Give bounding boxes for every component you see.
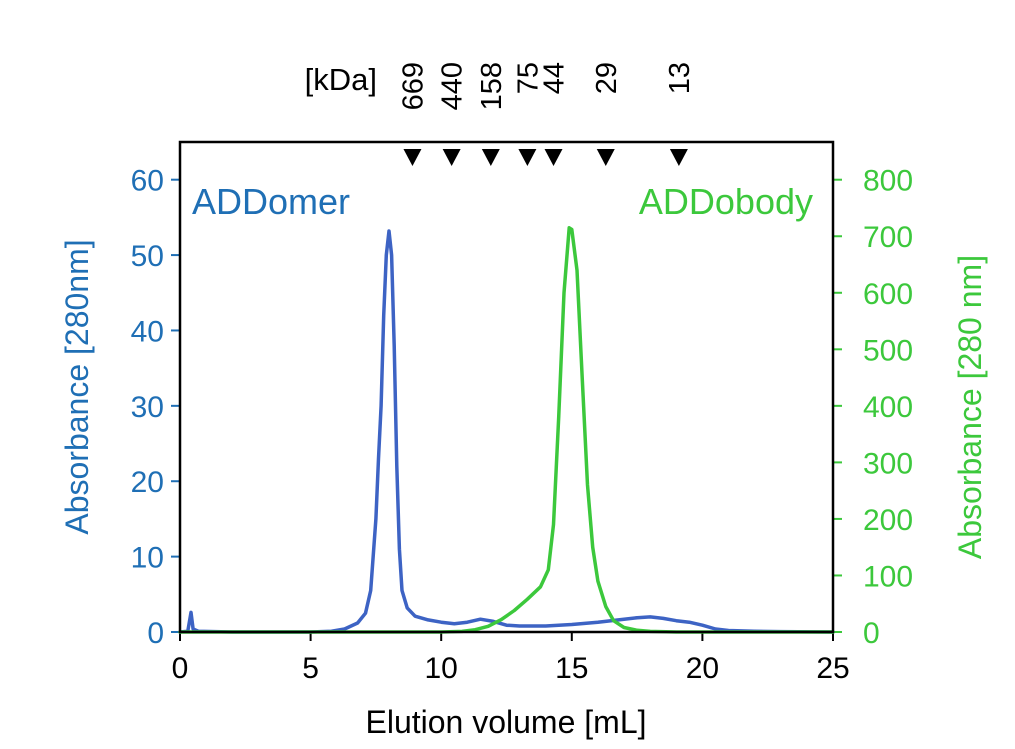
series-line-addomer bbox=[178, 229, 835, 634]
x-tick-label: 10 bbox=[425, 652, 458, 685]
mw-marker-label: 75 bbox=[512, 62, 544, 94]
y-right-tick-label: 0 bbox=[863, 617, 880, 650]
y-left-tick-label: 0 bbox=[147, 617, 164, 650]
y-right-tick-label: 600 bbox=[863, 278, 913, 311]
mw-marker-triangle bbox=[518, 149, 537, 166]
plot-frame bbox=[178, 140, 835, 634]
y-right-tick-label: 700 bbox=[863, 221, 913, 254]
y-right-tick-label: 800 bbox=[863, 165, 913, 198]
y-axis-title-right: Absorbance [280 nm] bbox=[952, 255, 988, 559]
x-axis-title: Elution volume [mL] bbox=[365, 704, 646, 740]
y-right-tick-label: 300 bbox=[863, 447, 913, 480]
y-left-tick-label: 20 bbox=[131, 466, 164, 499]
x-tick-label: 20 bbox=[686, 652, 719, 685]
y-right-tick-label: 100 bbox=[863, 560, 913, 593]
mw-marker-label: 158 bbox=[476, 62, 508, 110]
x-tick-label: 15 bbox=[555, 652, 588, 685]
mw-marker-label: 44 bbox=[539, 62, 571, 94]
x-tick-label: 5 bbox=[302, 652, 319, 685]
y-left-tick-label: 30 bbox=[131, 391, 164, 424]
y-left-tick-label: 40 bbox=[131, 315, 164, 348]
series-lines bbox=[178, 226, 835, 634]
mw-marker-triangle bbox=[596, 149, 615, 166]
y-right-tick-label: 500 bbox=[863, 334, 913, 367]
series-label-addobody: ADDobody bbox=[639, 181, 813, 222]
series-line-addobody bbox=[178, 226, 835, 634]
mw-marker-label: 669 bbox=[397, 62, 429, 110]
mw-marker-label: 13 bbox=[664, 62, 696, 94]
series-label-addomer: ADDomer bbox=[192, 181, 350, 222]
y-right-tick-label: 400 bbox=[863, 391, 913, 424]
x-tick-label: 25 bbox=[816, 652, 849, 685]
mw-marker-triangle bbox=[442, 149, 461, 166]
mw-unit-label: [kDa] bbox=[305, 62, 377, 97]
mw-marker-label: 440 bbox=[437, 62, 469, 110]
y-left-tick-label: 50 bbox=[131, 240, 164, 273]
mw-marker-label: 29 bbox=[591, 62, 623, 94]
tick-group: 0 5 10 15 20 25010203040506001002003004005006… bbox=[131, 165, 913, 685]
mw-marker-triangle bbox=[403, 149, 422, 166]
y-axis-title-left: Absorbance [280nm] bbox=[59, 239, 95, 534]
x-tick-label: 0 bbox=[172, 652, 189, 685]
mw-marker-triangle bbox=[544, 149, 563, 166]
mw-marker-triangle bbox=[669, 149, 688, 166]
y-right-tick-label: 200 bbox=[863, 504, 913, 537]
y-left-tick-label: 60 bbox=[131, 165, 164, 198]
y-left-tick-label: 10 bbox=[131, 542, 164, 575]
mw-marker-triangle bbox=[481, 149, 500, 166]
